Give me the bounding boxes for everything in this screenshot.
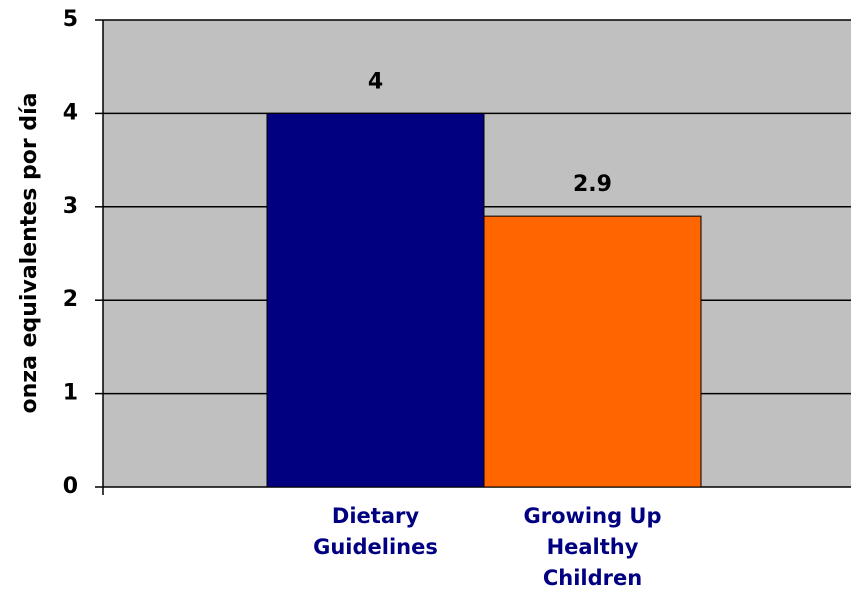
- y-tick-label: 1: [63, 381, 78, 406]
- bar: [266, 112, 485, 488]
- y-tick-label: 0: [63, 474, 78, 499]
- y-tick-label: 3: [63, 194, 78, 219]
- x-tick-label: Dietary Guidelines: [313, 504, 438, 559]
- y-axis-label: onza equivalentes por día: [17, 93, 42, 414]
- value-label: 2.9: [573, 172, 612, 197]
- x-tick-label: Growing Up Healthy Children: [523, 504, 662, 590]
- y-tick-label: 2: [63, 287, 78, 312]
- y-tick-label: 5: [63, 7, 78, 32]
- y-tick-label: 4: [63, 100, 78, 125]
- bar: [483, 215, 702, 488]
- value-label: 4: [368, 69, 383, 94]
